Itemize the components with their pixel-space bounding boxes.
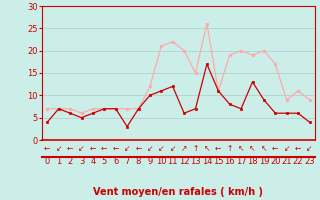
Text: 14: 14 <box>202 158 212 166</box>
Text: 19: 19 <box>259 158 269 166</box>
Text: ↖: ↖ <box>249 144 256 153</box>
Text: 4: 4 <box>90 158 96 166</box>
Text: 2: 2 <box>68 158 73 166</box>
Text: ↙: ↙ <box>170 144 176 153</box>
Text: ↑: ↑ <box>227 144 233 153</box>
Text: ←: ← <box>295 144 301 153</box>
Text: 3: 3 <box>79 158 84 166</box>
Text: 21: 21 <box>282 158 292 166</box>
Text: 18: 18 <box>247 158 258 166</box>
Text: 11: 11 <box>167 158 178 166</box>
Text: 17: 17 <box>236 158 246 166</box>
Text: ↙: ↙ <box>147 144 153 153</box>
Text: ←: ← <box>101 144 108 153</box>
Text: Vent moyen/en rafales ( km/h ): Vent moyen/en rafales ( km/h ) <box>92 187 263 197</box>
Text: ←: ← <box>135 144 142 153</box>
Text: ↖: ↖ <box>204 144 210 153</box>
Text: ←: ← <box>67 144 73 153</box>
Text: 0: 0 <box>45 158 50 166</box>
Text: ↙: ↙ <box>284 144 290 153</box>
Text: ↙: ↙ <box>55 144 62 153</box>
Text: 20: 20 <box>270 158 281 166</box>
Text: 9: 9 <box>147 158 153 166</box>
Text: 10: 10 <box>156 158 166 166</box>
Text: ↙: ↙ <box>158 144 164 153</box>
Text: ←: ← <box>44 144 51 153</box>
Text: ←: ← <box>90 144 96 153</box>
Text: 7: 7 <box>124 158 130 166</box>
Text: 23: 23 <box>304 158 315 166</box>
Text: ↑: ↑ <box>192 144 199 153</box>
Text: 6: 6 <box>113 158 118 166</box>
Text: ↙: ↙ <box>78 144 85 153</box>
Text: ↖: ↖ <box>238 144 244 153</box>
Text: 13: 13 <box>190 158 201 166</box>
Text: ↗: ↗ <box>181 144 187 153</box>
Text: ↖: ↖ <box>261 144 267 153</box>
Text: 1: 1 <box>56 158 61 166</box>
Text: 5: 5 <box>102 158 107 166</box>
Text: 16: 16 <box>224 158 235 166</box>
Text: ←: ← <box>113 144 119 153</box>
Text: ↙: ↙ <box>306 144 313 153</box>
Text: 8: 8 <box>136 158 141 166</box>
Text: ←: ← <box>272 144 278 153</box>
Text: ←: ← <box>215 144 221 153</box>
Text: 15: 15 <box>213 158 224 166</box>
Text: 12: 12 <box>179 158 189 166</box>
Text: 22: 22 <box>293 158 303 166</box>
Text: ↙: ↙ <box>124 144 130 153</box>
